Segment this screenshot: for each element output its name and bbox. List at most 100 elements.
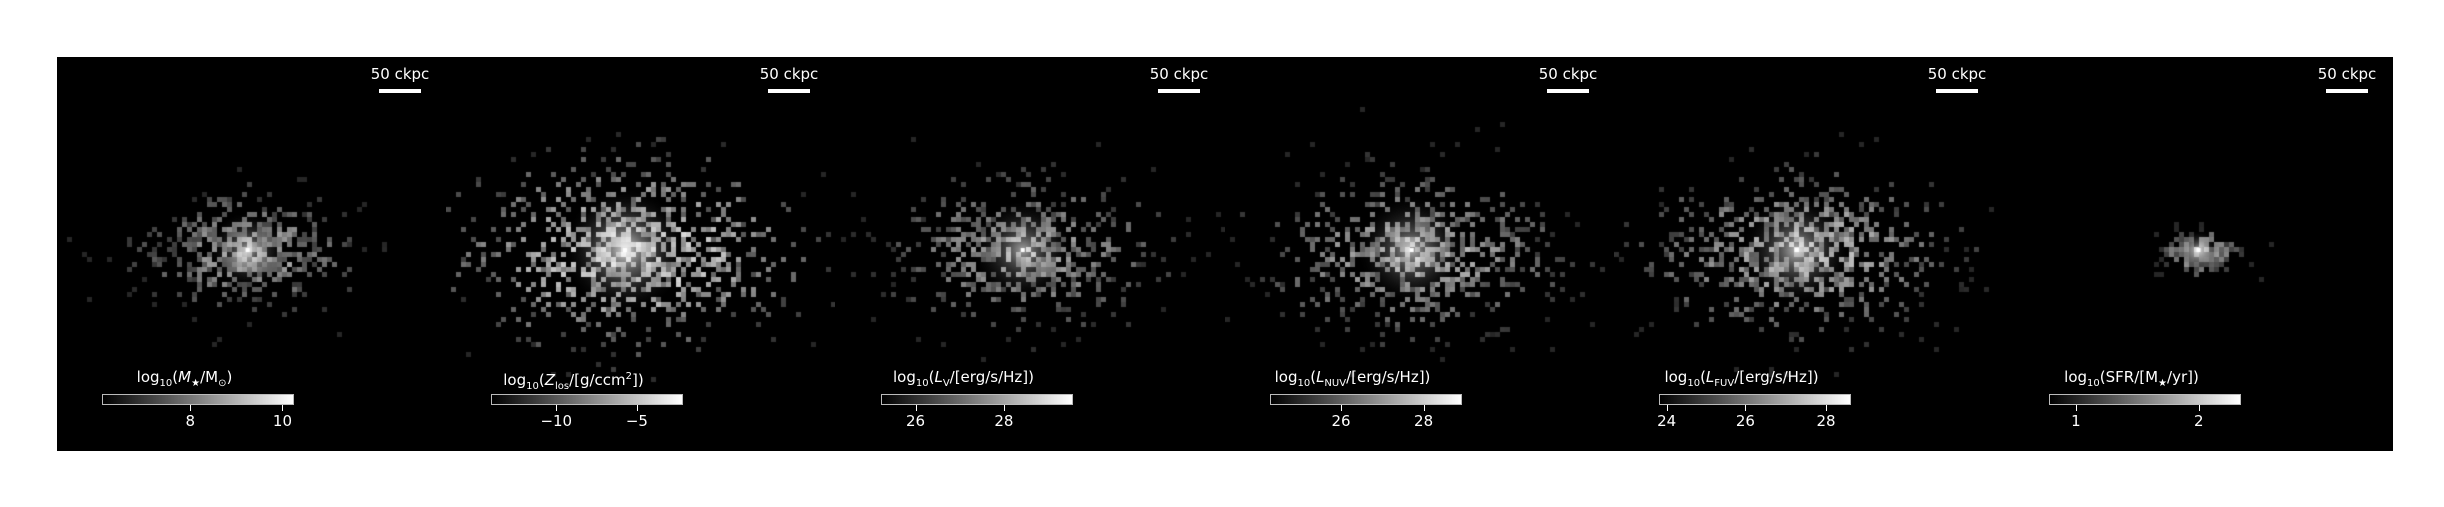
image-strip: 50 ckpc log10(M★/M⊙) 8 10 50 ckpc log10(Zlos/… — [57, 57, 2393, 451]
colorbar-label-part: ( — [1700, 368, 1706, 386]
colorbar-label-part: 10 — [915, 378, 929, 389]
colorbar-label-part: 10 — [159, 378, 173, 389]
colorbar-label-part: Z — [544, 371, 555, 389]
colorbar-label: log10(M★/M⊙) — [67, 368, 302, 393]
panel-4: 50 ckpc log10(LNUV/[erg/s/Hz]) 26 28 — [1225, 57, 1614, 451]
colorbar-label-part: ( — [172, 368, 179, 386]
colorbar — [1659, 394, 1851, 405]
colorbar-tick-label: 28 — [994, 412, 1014, 430]
colorbar-tick-label: 1 — [2071, 412, 2081, 430]
colorbar-label-part: /M — [200, 368, 219, 386]
scale-bar: 50 ckpc — [1139, 65, 1219, 93]
colorbar — [102, 394, 294, 405]
colorbar-label-part: NUV — [1324, 378, 1347, 389]
colorbar-label-part: ]) — [632, 371, 644, 389]
colorbar-tick-label: 8 — [185, 412, 196, 430]
colorbar-tick — [190, 405, 192, 411]
colorbar-label-part: log — [1274, 368, 1298, 386]
scale-bar-line — [768, 89, 810, 93]
colorbar-tick-label: 26 — [1331, 412, 1351, 430]
colorbar-label-part: /[erg/s/Hz]) — [949, 368, 1034, 386]
colorbar-label-part: log — [136, 368, 160, 386]
colorbar-label-part: L — [934, 368, 943, 386]
colorbar-tick-label: 28 — [1816, 412, 1836, 430]
colorbar-label-part: ★ — [2158, 378, 2168, 389]
colorbar-label-part: ⊙ — [218, 378, 227, 389]
colorbar-label-part: V — [942, 378, 950, 389]
colorbar-label: log10(SFR/[M★/yr]) — [2014, 368, 2249, 393]
colorbar-label-part: M — [178, 368, 192, 386]
map-image — [1225, 57, 1614, 451]
colorbar-tick — [1826, 405, 1828, 411]
scale-bar-line — [1547, 89, 1589, 93]
scale-bar-label: 50 ckpc — [1149, 65, 1209, 83]
panel-5: 50 ckpc log10(LFUV/[erg/s/Hz]) 24 26 28 — [1614, 57, 2003, 451]
colorbar-label-part: los — [554, 381, 570, 392]
colorbar-tick — [636, 405, 638, 411]
colorbar-label-part: 10 — [1687, 378, 1701, 389]
colorbar-tick-label: 2 — [2193, 412, 2204, 430]
colorbar — [491, 394, 683, 405]
colorbar-label-part: ( — [1310, 368, 1317, 386]
colorbar-label-part: 10 — [2087, 378, 2100, 389]
panel-3: 50 ckpc log10(LV/[erg/s/Hz]) 26 28 — [836, 57, 1225, 451]
colorbar-tick — [1341, 405, 1343, 411]
colorbar-label-part: 2 — [625, 371, 633, 382]
panel-1: 50 ckpc log10(M★/M⊙) 8 10 — [57, 57, 446, 451]
colorbar-label-part: L — [1705, 368, 1715, 386]
scale-bar-line — [1158, 89, 1200, 93]
scale-bar-line — [2326, 89, 2368, 93]
map-image — [2004, 57, 2393, 451]
colorbar-label-part: /[erg/s/Hz]) — [1346, 368, 1431, 386]
colorbar — [1270, 394, 1462, 405]
map-image — [446, 57, 835, 451]
colorbar-label: log10(LV/[erg/s/Hz]) — [846, 368, 1081, 393]
colorbar-label-part: 10 — [526, 381, 539, 392]
colorbar-label-part: /[g/ccm — [569, 371, 626, 389]
colorbar-tick — [1003, 405, 1005, 411]
scale-bar-label: 50 ckpc — [2317, 65, 2377, 83]
colorbar-label: log10(LNUV/[erg/s/Hz]) — [1235, 368, 1470, 393]
scale-bar-label: 50 ckpc — [759, 65, 819, 83]
colorbar-label-part: log — [2064, 368, 2088, 386]
colorbar-tick-label: −10 — [540, 412, 573, 430]
colorbar-tick — [556, 405, 558, 411]
colorbar-tick — [1423, 405, 1425, 411]
colorbar-label-part: ★ — [191, 378, 201, 389]
scale-bar-line — [379, 89, 421, 93]
colorbar-tick-label: 28 — [1414, 412, 1434, 430]
colorbar-tick — [1745, 405, 1747, 411]
colorbar-label-part: ) — [226, 368, 233, 386]
colorbar — [881, 394, 1073, 405]
colorbar-label-part: /yr]) — [2167, 368, 2199, 386]
colorbar-label: log10(LFUV/[erg/s/Hz]) — [1624, 368, 1859, 393]
colorbar-tick-label: 10 — [272, 412, 293, 430]
colorbar-tick-label: −5 — [625, 412, 648, 430]
scale-bar-label: 50 ckpc — [370, 65, 430, 83]
panel-2: 50 ckpc log10(Zlos/[g/ccm2]) −10 −5 — [446, 57, 835, 451]
colorbar-tick-label: 24 — [1657, 412, 1677, 430]
colorbar-tick — [282, 405, 284, 411]
map-image — [836, 57, 1225, 451]
colorbar-label-part: (SFR/[M — [2099, 368, 2159, 386]
colorbar-tick — [2198, 405, 2200, 411]
colorbar-label-part: FUV — [1714, 378, 1735, 389]
colorbar-label-part: ( — [538, 371, 545, 389]
scale-bar: 50 ckpc — [749, 65, 829, 93]
colorbar-tick-label: 26 — [1735, 412, 1755, 430]
scale-bar-label: 50 ckpc — [1927, 65, 1987, 83]
colorbar-tick — [915, 405, 917, 411]
colorbar-tick-label: 26 — [906, 412, 926, 430]
colorbar — [2049, 394, 2241, 405]
scale-bar: 50 ckpc — [1528, 65, 1608, 93]
colorbar-label-part: /[erg/s/Hz]) — [1734, 368, 1819, 386]
colorbar-tick — [1666, 405, 1668, 411]
colorbar-label-part: 10 — [1297, 378, 1311, 389]
colorbar-label-part: log — [1664, 368, 1688, 386]
colorbar-label-part: L — [1316, 368, 1325, 386]
colorbar-label: log10(Zlos/[g/ccm2]) — [456, 368, 691, 396]
scale-bar: 50 ckpc — [1917, 65, 1997, 93]
scale-bar: 50 ckpc — [2307, 65, 2387, 93]
colorbar-label-part: ( — [928, 368, 935, 386]
map-image — [1614, 57, 2003, 451]
